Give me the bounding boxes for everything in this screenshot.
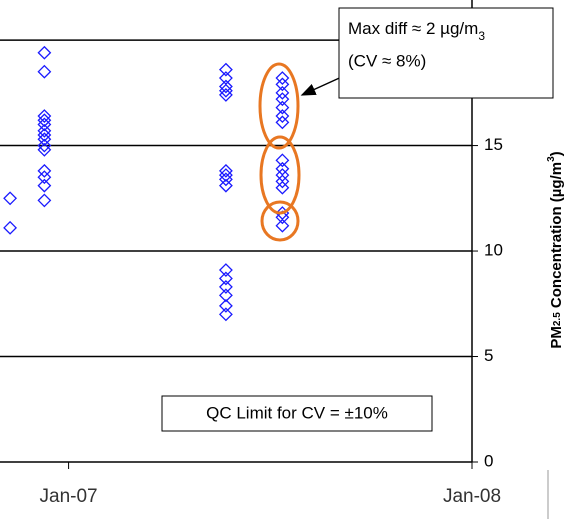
data-point [275, 174, 290, 189]
data-point [275, 85, 290, 100]
data-point [37, 45, 52, 60]
data-point [37, 117, 52, 132]
data-point [37, 138, 52, 153]
qc-box [161, 395, 433, 432]
y-label-part: Concentration (µg/m [548, 162, 565, 312]
y-tick-label: 15 [484, 135, 503, 154]
data-point [37, 132, 52, 147]
y-tick-label: 10 [484, 241, 503, 260]
y-label-part: 3 [546, 156, 557, 162]
data-point [37, 123, 52, 138]
data-point [275, 218, 290, 233]
highlight-ellipse [258, 62, 300, 150]
data-point [275, 115, 290, 130]
data-point [275, 100, 290, 115]
highlight-ellipse [260, 200, 300, 242]
callout-box [338, 7, 554, 99]
y-label-part: ) [548, 151, 565, 156]
data-point [3, 191, 18, 206]
callout-text: (CV ≈ 8%) [348, 51, 426, 70]
data-point [218, 263, 233, 277]
data-point [218, 62, 233, 77]
data-point [218, 307, 233, 322]
data-point [37, 142, 52, 157]
data-point [37, 113, 52, 128]
x-tick-label: Jan-07 [40, 486, 98, 507]
y-tick-label: 0 [484, 451, 493, 470]
qc-text: QC Limit for CV = ±10% [206, 403, 388, 422]
data-point [275, 210, 290, 225]
data-point [275, 92, 290, 107]
overlay: Max diff ≈ 2 µg/m3 (CV ≈ 8%) QC Limit fo… [161, 7, 565, 519]
data-point [37, 64, 52, 79]
callout-subscript: 3 [478, 29, 485, 43]
y-tick-label: 5 [484, 346, 493, 365]
data-point [275, 109, 290, 123]
data-point [218, 79, 233, 94]
data-point [37, 193, 52, 208]
highlight-ellipse [259, 135, 301, 215]
data-point [37, 163, 52, 178]
callout-text-part: Max diff ≈ 2 µg/m [348, 19, 478, 38]
data-point [218, 178, 233, 193]
data-point [275, 71, 290, 85]
data-point [3, 220, 18, 235]
x-tick-label: Jan-08 [443, 486, 501, 507]
data-point [37, 109, 52, 123]
data-point [218, 83, 233, 98]
data-point [218, 271, 233, 286]
data-point [218, 71, 233, 85]
y-label-part: 2.5 [552, 312, 563, 326]
data-point [218, 163, 233, 178]
data-point [218, 288, 233, 303]
data-point [275, 180, 290, 195]
y-label-part: PM [548, 326, 565, 349]
callout-text: Max diff ≈ 2 µg/m3 [348, 19, 485, 43]
data-point [218, 172, 233, 187]
data-point [218, 279, 233, 294]
data-point [218, 88, 233, 102]
data-point [218, 168, 233, 183]
data-point [37, 178, 52, 193]
data-point [37, 128, 52, 142]
data-point [218, 298, 233, 313]
data-point [37, 170, 52, 185]
data-point [275, 153, 290, 168]
y-axis-label: PM2.5 Concentration (µg/m3) [546, 151, 565, 348]
data-point [275, 77, 290, 92]
